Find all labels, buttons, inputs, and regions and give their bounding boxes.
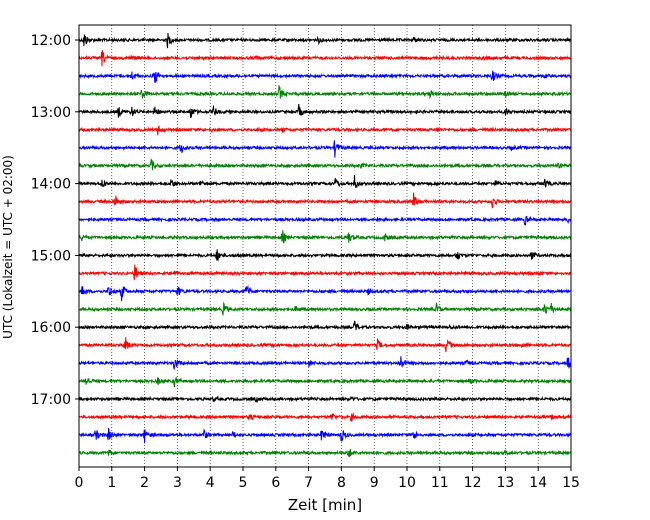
y-tick-label: 12:00 xyxy=(31,33,71,49)
trace-line xyxy=(78,284,572,302)
x-tick-label: 6 xyxy=(271,475,280,491)
trace-line xyxy=(78,264,572,281)
y-tick-label: 14:00 xyxy=(31,177,71,193)
trace-line xyxy=(78,85,572,100)
x-tick-label: 8 xyxy=(337,475,346,491)
x-tick-label: 11 xyxy=(431,475,449,491)
y-tick-label: 17:00 xyxy=(31,392,71,408)
trace-line xyxy=(78,449,572,458)
x-tick-label: 5 xyxy=(239,475,248,491)
trace-line xyxy=(78,158,572,171)
trace-line xyxy=(78,192,572,209)
y-axis: 12:00 13:00 14:00 15:00 16:00 17:00 xyxy=(31,33,79,408)
y-tick-label: 13:00 xyxy=(31,105,71,121)
x-tick-label: 0 xyxy=(75,475,84,491)
trace-line xyxy=(78,125,572,136)
x-tick-label: 14 xyxy=(529,475,547,491)
x-axis: 0 1 2 3 4 5 6 7 8 9 10 11 12 13 14 15 xyxy=(75,467,580,491)
x-tick-label: 15 xyxy=(562,475,580,491)
x-tick-label: 4 xyxy=(206,475,215,491)
trace-line xyxy=(78,337,572,353)
trace-line xyxy=(78,103,572,119)
x-tick-label: 1 xyxy=(107,475,116,491)
y-tick-label: 16:00 xyxy=(31,320,71,336)
x-tick-label: 13 xyxy=(496,475,514,491)
trace-line xyxy=(78,50,572,67)
x-tick-label: 2 xyxy=(140,475,149,491)
trace-line xyxy=(78,320,572,331)
trace-group xyxy=(78,32,572,458)
trace-line xyxy=(78,395,572,404)
x-tick-label: 9 xyxy=(370,475,379,491)
trace-line xyxy=(78,301,572,316)
trace-line xyxy=(78,230,572,244)
trace-line xyxy=(78,376,572,388)
trace-line xyxy=(78,140,572,158)
y-tick-label: 15:00 xyxy=(31,248,71,264)
trace-line xyxy=(78,70,572,84)
x-tick-label: 7 xyxy=(304,475,313,491)
y-axis-label: UTC (Lokalzeit = UTC + 02:00) xyxy=(1,155,15,339)
trace-line xyxy=(78,356,572,371)
trace-line xyxy=(78,412,572,422)
x-tick-label: 12 xyxy=(464,475,482,491)
trace-line xyxy=(78,427,572,444)
trace-line xyxy=(78,215,572,226)
x-tick-label: 3 xyxy=(173,475,182,491)
trace-line xyxy=(78,249,572,262)
trace-line xyxy=(78,175,572,188)
x-axis-label: Zeit [min] xyxy=(288,496,362,514)
plot-frame xyxy=(78,24,572,468)
trace-line xyxy=(78,32,572,49)
x-tick-label: 10 xyxy=(398,475,416,491)
